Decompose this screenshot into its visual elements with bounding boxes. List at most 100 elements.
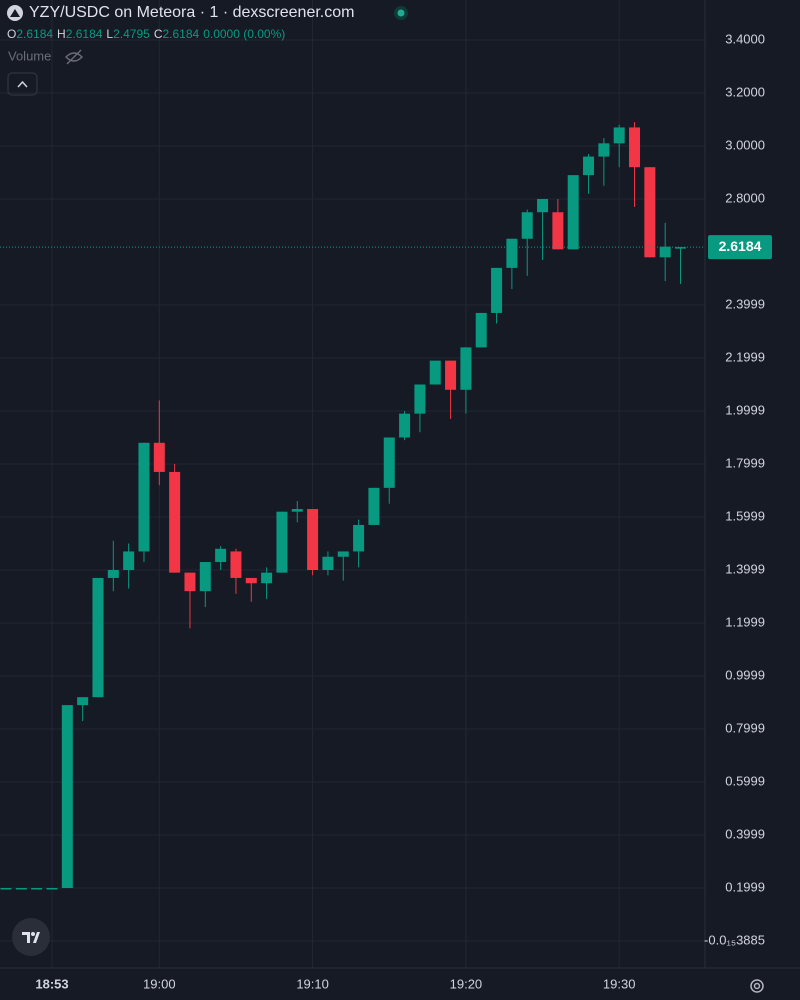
candle-body	[429, 360, 441, 385]
y-tick-label: 0.9999	[725, 667, 765, 682]
axes: 3.4000 3.2000 3.0000 2.8000 2.3999 2.1999 1.99…	[35, 31, 772, 991]
volume-label: Volume	[8, 48, 51, 63]
legend-key: H	[57, 27, 66, 41]
y-tick-label: 2.1999	[725, 349, 765, 364]
y-tick-label: 1.5999	[725, 508, 765, 523]
y-tick-label: 0.7999	[725, 720, 765, 735]
legend-value: 2.4795	[113, 27, 150, 41]
candle-body	[138, 442, 150, 552]
collapse-button[interactable]	[7, 72, 38, 96]
candle-body	[46, 887, 58, 890]
candle-body	[322, 556, 334, 570]
candle-body	[613, 127, 625, 144]
x-tick-label: 19:20	[450, 976, 483, 991]
candle-body	[153, 442, 165, 472]
x-tick-label: 19:00	[143, 976, 176, 991]
last-price-label: 2.6184	[719, 238, 762, 254]
x-tick-label: 19:30	[603, 976, 636, 991]
y-tick-label: 1.1999	[725, 614, 765, 629]
candle-body	[414, 384, 426, 414]
y-tick-label: -0.0₁₅3885	[704, 932, 765, 947]
candle-body	[506, 238, 518, 268]
candle-body	[383, 437, 395, 488]
candle-body	[598, 143, 610, 157]
status-dot	[397, 9, 405, 17]
candle-body	[353, 524, 365, 552]
y-tick-label: 3.0000	[725, 137, 765, 152]
y-tick-label: 0.3999	[725, 826, 765, 841]
candle-body	[0, 887, 12, 890]
candle-body	[261, 572, 273, 584]
collapse-icon[interactable]	[17, 80, 28, 88]
candle-body	[107, 569, 119, 578]
candle-body	[307, 509, 319, 570]
y-tick-label: 3.4000	[725, 31, 765, 46]
candle-body	[92, 577, 104, 698]
y-tick-label: 2.3999	[725, 296, 765, 311]
x-tick-label: 18:53	[35, 976, 68, 991]
legend-key: O	[7, 27, 16, 41]
volume-visibility-toggle[interactable]	[65, 49, 83, 65]
candle-body	[567, 175, 579, 250]
eye-slash[interactable]	[66, 49, 82, 65]
legend-value: 2.6184	[16, 27, 53, 41]
ohlc-legend: O2.6184 H2.6184 L2.4795 C2.6184 0.0000 (0.00…	[7, 27, 285, 41]
last-price-badge	[708, 235, 772, 260]
x-tick-label: 19:10	[296, 976, 329, 991]
candle-body	[184, 572, 196, 592]
y-tick-label: 1.7999	[725, 455, 765, 470]
candle-body	[230, 551, 242, 578]
tradingview-logo-glyph[interactable]	[22, 932, 40, 943]
legend-change: 0.0000 (0.00%)	[203, 27, 285, 41]
y-tick-label: 1.3999	[725, 561, 765, 576]
gear-inner[interactable]	[753, 982, 761, 990]
candle-body	[491, 267, 503, 313]
candles	[0, 122, 705, 890]
ohlc-legend-text: O2.6184 H2.6184 L2.4795 C2.6184 0.0000 (0.00…	[7, 27, 285, 41]
tradingview-logo[interactable]	[12, 918, 50, 956]
chart-title: YZY/USDC on Meteora · 1 · dexscreener.co…	[29, 4, 354, 21]
candle-body	[31, 887, 43, 890]
candle-body	[123, 551, 135, 570]
y-tick-label: 1.9999	[725, 402, 765, 417]
y-tick-label: 3.2000	[725, 84, 765, 99]
candle-body	[583, 156, 595, 176]
symbol-logo-glyph	[10, 9, 20, 17]
y-tick-label: 0.1999	[725, 879, 765, 894]
tradingview-logo-dot[interactable]	[31, 932, 35, 936]
candle-body	[537, 198, 549, 213]
candle-body	[15, 887, 27, 890]
candle-body	[61, 705, 73, 888]
legend-value: 2.6184	[162, 27, 199, 41]
legend-key: L	[106, 27, 113, 41]
candle-body	[77, 697, 89, 706]
candle-body	[199, 562, 211, 592]
candle-body	[368, 487, 380, 525]
candle-body	[521, 212, 533, 239]
candle-body	[475, 312, 487, 348]
candle-body	[337, 551, 349, 557]
candle-body	[460, 347, 472, 390]
gear-outer[interactable]	[750, 979, 764, 993]
grid	[0, 0, 705, 968]
settings-button[interactable]	[750, 979, 764, 993]
candle-body	[644, 167, 656, 258]
candle-body	[169, 471, 181, 573]
candle-body	[291, 509, 303, 512]
legend-key: C	[154, 27, 163, 41]
candle-body	[675, 247, 687, 249]
candle-body	[215, 548, 227, 563]
y-tick-label: 0.5999	[725, 773, 765, 788]
candle-body	[552, 212, 564, 250]
candle-body	[629, 127, 641, 168]
legend-value: 2.6184	[66, 27, 103, 41]
candle-body	[445, 360, 457, 390]
candle-body	[399, 413, 411, 438]
candle-body	[659, 246, 671, 258]
candle-body	[245, 577, 257, 584]
candle-body	[276, 511, 288, 573]
y-tick-label: 2.8000	[725, 190, 765, 205]
